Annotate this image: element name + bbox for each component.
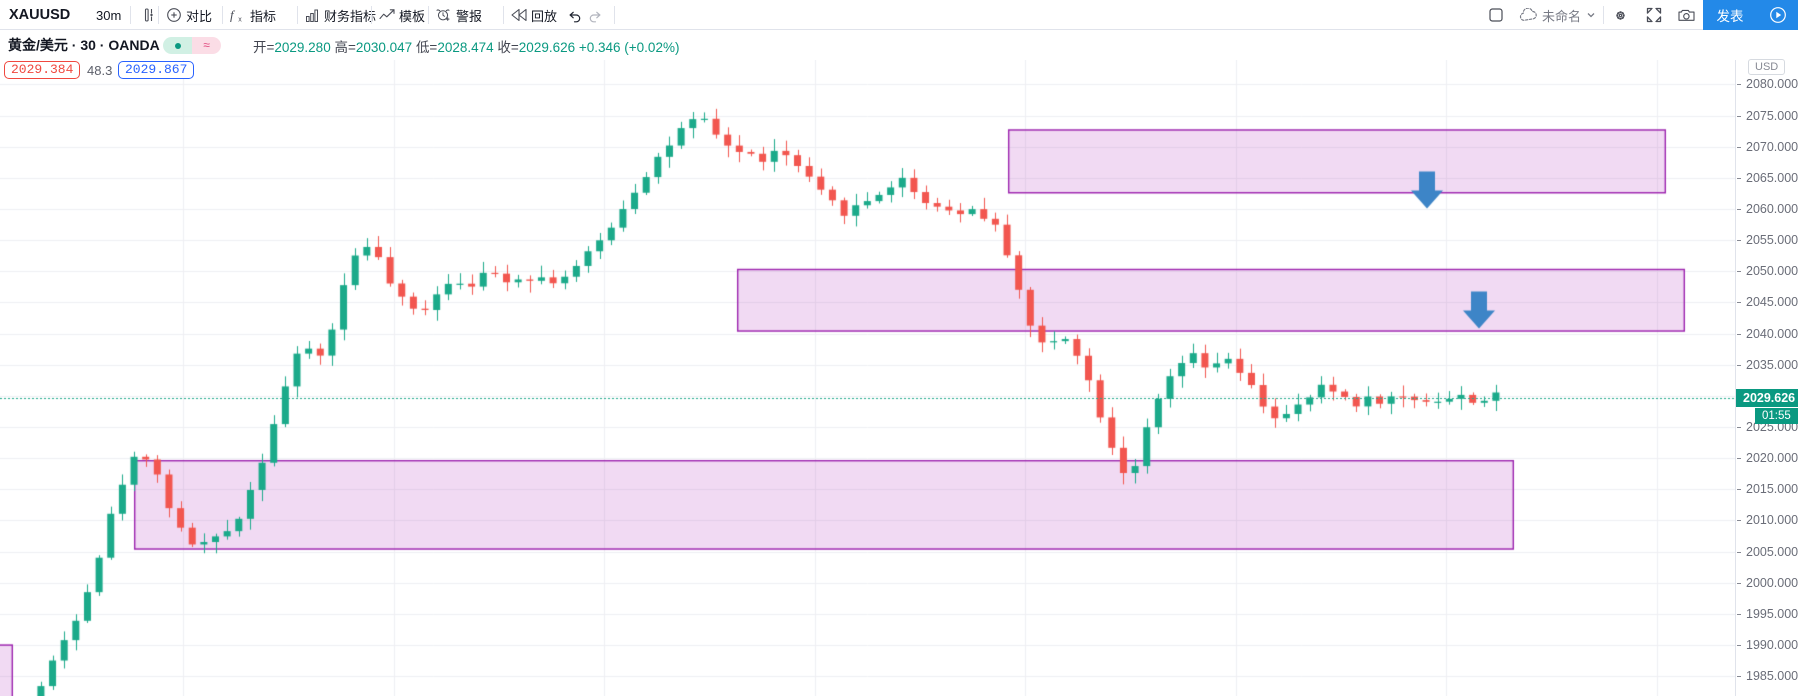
svg-text:f: f — [230, 8, 236, 23]
svg-text:x: x — [238, 16, 242, 23]
